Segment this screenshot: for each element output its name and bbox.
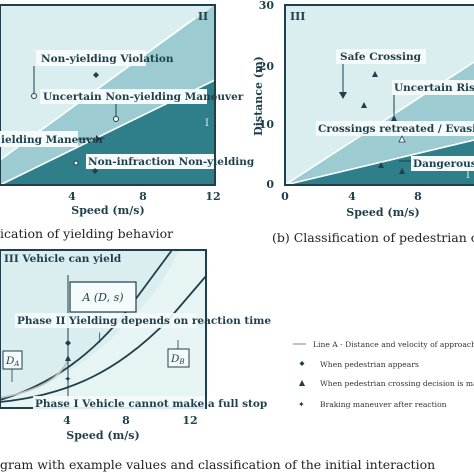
da-box xyxy=(2,350,23,370)
ads-label: A (D, s) xyxy=(81,291,123,304)
marker-triangle xyxy=(399,168,405,174)
label-retreated: Crossings retreated / Evasive Behav xyxy=(318,123,474,135)
phase3-label: III Vehicle can yield xyxy=(4,253,122,265)
label-dangerous: Dangerous C xyxy=(413,158,474,170)
marker-circle xyxy=(31,93,37,99)
x-tick: 4 xyxy=(348,190,356,203)
label-bg xyxy=(15,313,197,328)
marker-diamond xyxy=(65,340,71,346)
phase1-label: Phase I Vehicle cannot make a full stop xyxy=(35,398,267,410)
label-bg xyxy=(392,80,474,95)
legend-triangle-icon xyxy=(299,380,305,386)
y-tick: 30 xyxy=(259,0,275,12)
phase2-label: Phase II Yielding depends on reaction ti… xyxy=(17,315,271,327)
panel-b: III I Safe Crossing Uncertain Risky C Cr… xyxy=(252,0,474,245)
roman-iii: III xyxy=(290,10,305,23)
line-a xyxy=(0,359,69,399)
x-tick: 4 xyxy=(68,190,76,203)
marker-triangle xyxy=(65,355,71,361)
x-axis-label: Speed (m/s) xyxy=(346,206,419,219)
panel-c: III Vehicle can yield A (D, s) Phase II … xyxy=(0,249,435,472)
label-noninfraction: Non-infraction Non-yielding xyxy=(88,156,255,168)
marker-triangle xyxy=(372,71,378,77)
tick-mark: | xyxy=(98,332,101,343)
legend-diamond-icon xyxy=(299,361,305,366)
x-tick: 8 xyxy=(139,190,147,203)
legend-decision: When pedestrian crossing decision is mad xyxy=(320,379,474,388)
marker-triangle xyxy=(391,115,397,121)
caption-c: gram with example values and classificat… xyxy=(0,457,435,472)
label-bg xyxy=(86,154,214,169)
label-bg xyxy=(411,156,474,171)
ads-box xyxy=(69,281,137,313)
x-tick: 8 xyxy=(122,414,130,427)
panel-a: II I Non-yielding Violation Uncertain No… xyxy=(0,4,255,241)
legend-braking: Braking maneuver after reaction xyxy=(320,400,447,409)
label-bg xyxy=(336,49,426,64)
roman-ii: II xyxy=(198,10,208,23)
x-tick: 4 xyxy=(63,414,71,427)
legend-star-icon: ✦ xyxy=(298,400,305,409)
da-label: DA xyxy=(5,355,19,368)
label-bg xyxy=(0,131,78,147)
label-yielding: ielding Maneuver xyxy=(1,134,105,146)
label-violation: Non-yielding Violation xyxy=(41,53,174,65)
label-bg xyxy=(40,89,207,104)
legend: Line A - Distance and velocity of approa… xyxy=(293,340,474,409)
y-axis-label: Distance (m) xyxy=(252,56,265,136)
phase-region xyxy=(0,250,206,408)
y-tick: 0 xyxy=(266,178,274,191)
x-axis-label: Speed (m/s) xyxy=(66,429,139,442)
x-tick: 0 xyxy=(281,190,289,203)
legend-line-a: Line A - Distance and velocity of approa… xyxy=(313,340,474,349)
caption-b: (b) Classification of pedestrian crossi xyxy=(272,230,474,245)
marker-triangle xyxy=(361,102,367,108)
curve-d-b xyxy=(0,275,207,403)
arrow-head xyxy=(96,135,101,143)
zone-i-label: I xyxy=(466,170,470,181)
x-tick: 8 xyxy=(414,190,422,203)
plot-bg xyxy=(0,250,206,408)
marker-circle xyxy=(73,160,79,166)
legend-appears: When pedestrian appears xyxy=(320,360,419,369)
marker-plus: ✦ xyxy=(64,375,72,385)
marker-triangle xyxy=(378,162,384,168)
label-bg xyxy=(36,50,146,66)
zone-i-label: I xyxy=(205,118,209,129)
plot-frame xyxy=(0,4,216,186)
db-label: DB xyxy=(170,353,185,366)
label-bg xyxy=(33,396,205,411)
x-tick: 12 xyxy=(182,414,197,427)
arrow-head xyxy=(339,92,347,99)
label-safe: Safe Crossing xyxy=(340,51,422,63)
caption-a: ication of yielding behavior xyxy=(0,226,173,241)
marker-diamond xyxy=(92,168,98,174)
y-tick: 10 xyxy=(259,118,275,131)
label-uncertain: Uncertain Non-yielding Maneuver xyxy=(43,91,244,103)
x-axis-label: Speed (m/s) xyxy=(71,204,144,217)
label-uncertain-risky: Uncertain Risky C xyxy=(394,82,474,94)
marker-diamond xyxy=(93,72,99,78)
marker-circle xyxy=(113,116,119,122)
label-bg xyxy=(316,121,474,136)
marker-triangle-open xyxy=(398,135,406,143)
x-tick: 12 xyxy=(205,190,220,203)
db-box xyxy=(167,348,190,368)
boundary-line-lower xyxy=(284,139,474,186)
plot-frame xyxy=(284,4,474,186)
y-tick: 20 xyxy=(259,60,275,73)
